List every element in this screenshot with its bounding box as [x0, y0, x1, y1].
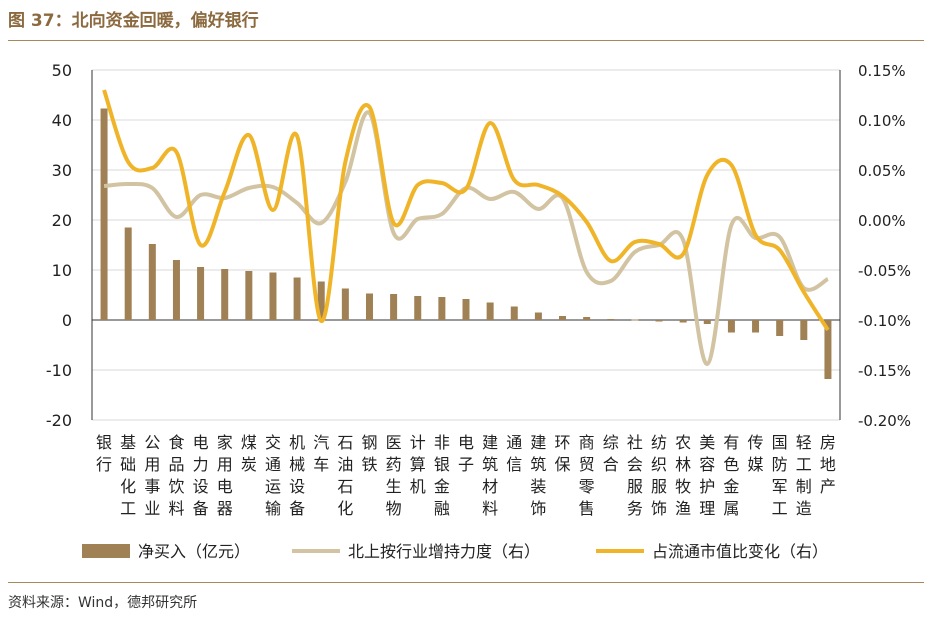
bar: [148, 244, 156, 320]
left-tick-label: 40: [52, 111, 72, 130]
source-note: 资料来源：Wind，德邦研究所: [8, 595, 198, 611]
category-label: 社会服务: [627, 433, 643, 518]
category-label: 计算机: [410, 433, 426, 496]
left-tick-label: 30: [52, 161, 72, 180]
bar: [679, 320, 687, 323]
bar: [534, 312, 542, 320]
category-label: 煤炭: [241, 433, 257, 474]
right-tick-label: 0.00%: [858, 212, 906, 230]
right-tick-label: -0.20%: [858, 412, 911, 430]
category-label: 商贸零售: [579, 433, 595, 518]
chart-canvas: 50 40 30 20 10 0 -10 -20 0.15% 0.10% 0.05% 0.00% -0.…: [46, 61, 911, 561]
bar: [486, 302, 494, 320]
bar: [269, 272, 277, 320]
category-label: 国防军工: [772, 433, 788, 518]
bar: [293, 277, 301, 320]
bar: [197, 267, 205, 320]
category-label: 有色金属: [723, 433, 739, 518]
legend-label: 净买入（亿元）: [138, 542, 250, 561]
left-tick-label: -10: [46, 361, 72, 380]
bar: [583, 317, 591, 320]
bar: [631, 319, 639, 321]
legend-label: 北上按行业增持力度（右）: [348, 542, 540, 561]
category-label: 美容护理: [699, 433, 715, 518]
right-tick-label: 0.10%: [858, 112, 906, 130]
right-tick-label: -0.10%: [858, 312, 911, 330]
category-label: 非银金融: [434, 433, 450, 518]
category-label: 银行: [96, 433, 112, 474]
bar: [245, 271, 253, 320]
category-label: 汽车: [313, 433, 329, 474]
right-tick-label: -0.05%: [858, 262, 911, 280]
legend-swatch-bar: [82, 544, 130, 558]
bar: [510, 306, 518, 320]
category-label: 电力设备: [193, 433, 209, 518]
left-tick-label: -20: [46, 411, 72, 430]
category-label: 建筑材料: [482, 433, 498, 518]
category-label: 基础化工: [120, 433, 136, 518]
left-tick-label: 50: [52, 61, 72, 80]
legend-label: 占流通市值比变化（右）: [652, 542, 828, 561]
bar: [703, 320, 711, 324]
right-tick-label: -0.15%: [858, 362, 911, 380]
category-label: 电子: [458, 433, 474, 474]
category-label: 建筑装饰: [530, 433, 546, 518]
source-rule: [8, 582, 924, 583]
bar: [221, 269, 229, 320]
right-tick-label: 0.15%: [858, 62, 906, 80]
category-label: 钢铁: [361, 433, 377, 474]
title-rule: [8, 40, 924, 41]
bar: [390, 294, 398, 320]
bar: [462, 299, 470, 320]
bar: [100, 108, 108, 320]
bar: [341, 288, 349, 320]
category-label: 综合: [603, 433, 619, 474]
category-label: 环保: [555, 433, 571, 474]
figure-title: 图 37：北向资金回暖，偏好银行: [8, 11, 259, 31]
category-label: 机械设备: [289, 433, 305, 518]
category-label: 交通运输: [265, 433, 281, 518]
bar: [365, 293, 373, 320]
category-label: 轻工制造: [796, 433, 812, 518]
left-tick-label: 20: [52, 211, 72, 230]
bar: [727, 320, 735, 333]
category-label: 纺织服饰: [651, 433, 667, 518]
category-label: 房地产: [820, 433, 836, 496]
category-label: 石油石化: [337, 433, 353, 518]
bar: [607, 319, 615, 320]
bar: [776, 320, 784, 336]
category-label: 医药生物: [386, 433, 402, 518]
category-label: 公用事业: [144, 433, 160, 518]
bar: [752, 320, 760, 333]
category-label: 农林牧渔: [675, 433, 691, 518]
category-label: 家用电器: [217, 433, 233, 518]
line-series-increase: [103, 110, 829, 367]
bar: [317, 281, 325, 320]
category-label: 传媒: [748, 433, 764, 474]
category-label: 通信: [506, 433, 522, 474]
right-tick-label: 0.05%: [858, 162, 906, 180]
left-tick-label: 10: [52, 261, 72, 280]
bar: [414, 296, 422, 320]
category-label: 食品饮料: [168, 433, 184, 518]
bar: [438, 297, 446, 320]
left-tick-label: 0: [62, 311, 72, 330]
bar: [172, 260, 180, 320]
bar: [124, 227, 132, 320]
bar: [800, 320, 808, 340]
bar: [824, 320, 832, 379]
bar: [655, 320, 663, 322]
line-series-share-change: [102, 89, 830, 332]
bar: [559, 316, 567, 320]
